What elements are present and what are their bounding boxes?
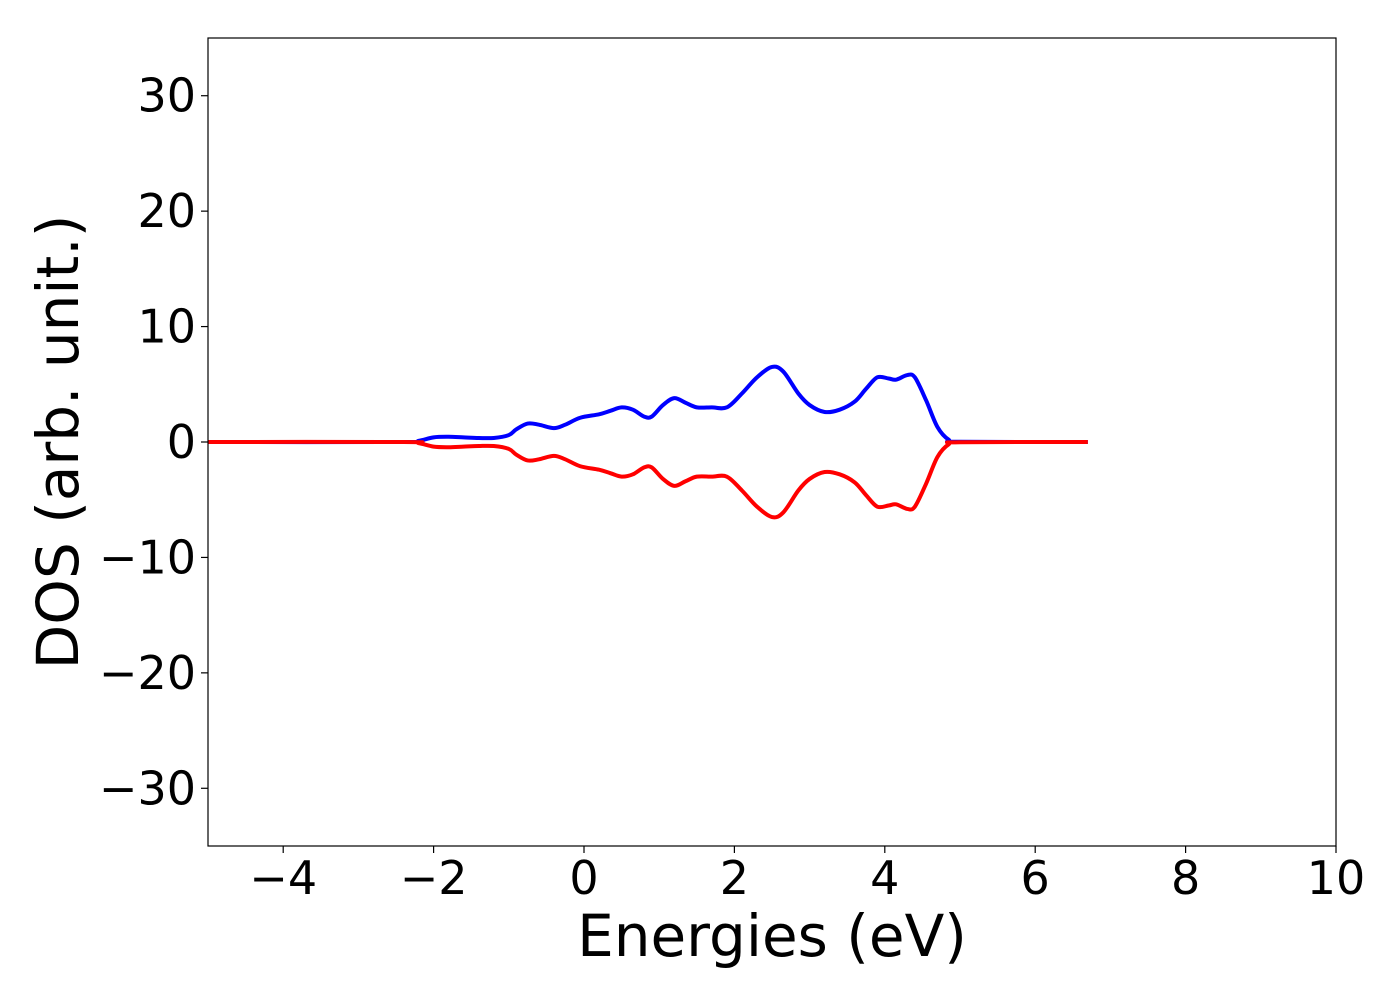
x-tick-label: 10	[1307, 851, 1366, 905]
y-tick-label: 30	[137, 69, 196, 123]
y-tick-label: 0	[167, 415, 196, 469]
x-tick-label: 2	[720, 851, 749, 905]
y-tick-label: −20	[99, 646, 196, 700]
y-tick-label: −10	[99, 530, 196, 584]
y-axis: −30 −20 −10 0 10 20 30	[99, 69, 208, 815]
series-line-1	[207, 364, 1088, 445]
x-tick-label: 0	[569, 851, 598, 905]
y-tick-label: −30	[99, 761, 196, 815]
series-line-2	[207, 439, 1088, 520]
y-tick-label: 10	[137, 300, 196, 354]
y-axis-label: DOS (arb. unit.)	[24, 215, 92, 670]
x-axis: −4 −2 0 2 4 6 8 10	[249, 846, 1365, 905]
x-axis-label: Energies (eV)	[577, 902, 967, 970]
x-tick-label: 8	[1171, 851, 1200, 905]
y-tick-label: 20	[137, 184, 196, 238]
x-tick-label: −2	[400, 851, 468, 905]
x-tick-label: −4	[249, 851, 317, 905]
x-tick-label: 4	[870, 851, 899, 905]
x-tick-label: 6	[1021, 851, 1050, 905]
series-layer	[207, 364, 1088, 520]
